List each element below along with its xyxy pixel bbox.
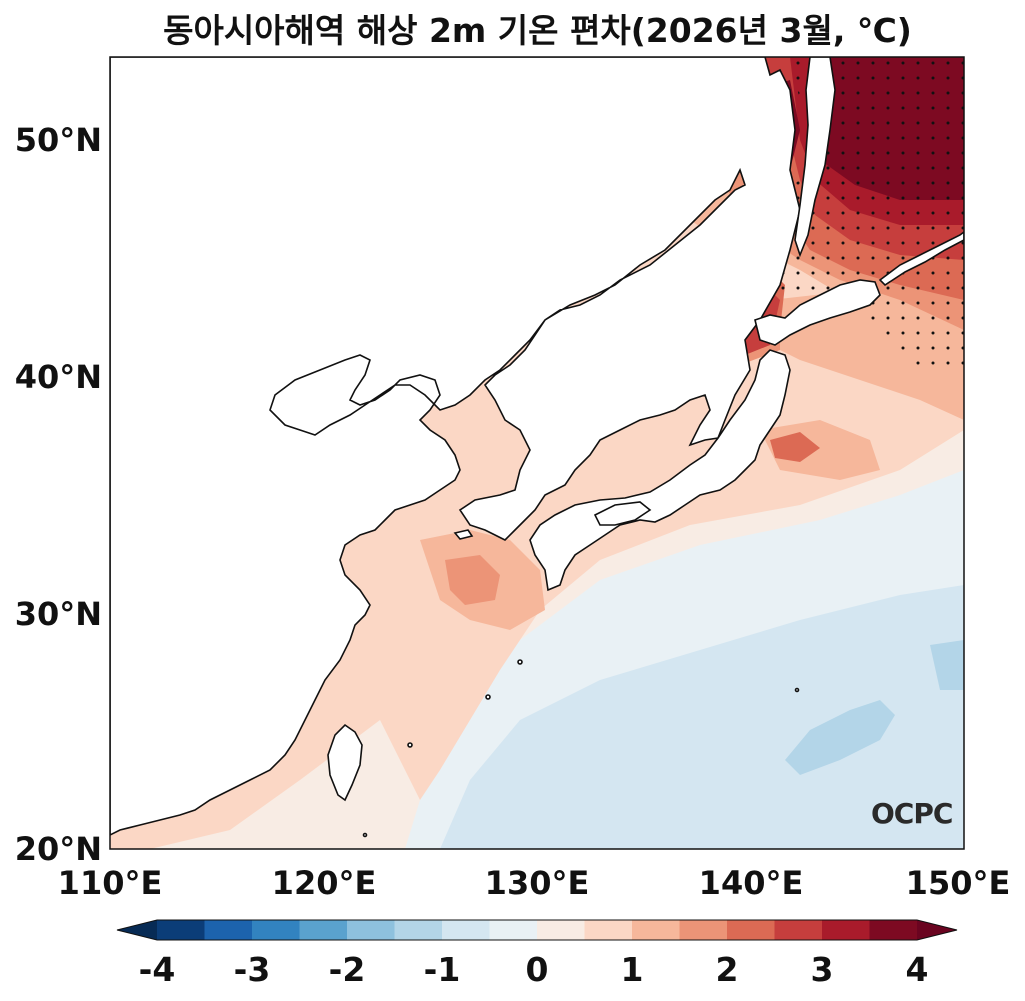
colorbar-segment xyxy=(299,920,348,940)
colorbar-segment xyxy=(869,920,918,940)
colorbar-segment xyxy=(632,920,680,940)
taiwan xyxy=(327,723,363,802)
colorbar-segment xyxy=(774,920,823,940)
colorbar-tick-label: -2 xyxy=(328,950,366,989)
lon-tick-130e: 130°E xyxy=(484,864,590,902)
ocpc-logo: OCPC xyxy=(871,797,953,830)
colorbar-segment xyxy=(442,920,490,940)
lat-tick-40n: 40°N xyxy=(14,358,102,396)
lat-tick-30n: 30°N xyxy=(14,595,102,633)
colorbar-segment xyxy=(584,920,633,940)
lat-tick-50n: 50°N xyxy=(14,121,102,159)
hokkaido xyxy=(754,279,881,346)
lat-tick-20n: 20°N xyxy=(14,830,102,868)
colorbar-tick-label: -4 xyxy=(138,950,176,989)
colorbar-tick-label: 2 xyxy=(715,950,739,989)
japan-shikoku xyxy=(593,501,652,526)
colorbar-tick-label: 4 xyxy=(905,950,929,989)
colorbar-tick-label: 3 xyxy=(810,950,834,989)
anomaly-band-neg-05-0 xyxy=(440,585,964,849)
japan-main xyxy=(529,349,791,592)
colorbar-segment xyxy=(347,920,395,940)
colorbar-outline xyxy=(116,919,958,941)
colorbar-tick-label: -1 xyxy=(423,950,461,989)
lon-tick-110e: 110°E xyxy=(57,864,163,902)
jeju xyxy=(453,529,474,540)
colorbar-segment xyxy=(394,920,443,940)
land xyxy=(110,57,964,838)
anomaly-band-2-25-b xyxy=(770,432,820,462)
mainland-asia xyxy=(110,57,801,836)
islet xyxy=(362,832,368,838)
colorbar-segment xyxy=(252,920,300,940)
colorbar-under-arrow xyxy=(117,920,157,940)
colorbar-over-arrow xyxy=(917,920,957,940)
colorbar xyxy=(116,919,958,941)
lon-tick-120e: 120°E xyxy=(271,864,377,902)
colorbar-segment xyxy=(727,920,775,940)
colorbar-tick-label: 0 xyxy=(525,950,549,989)
islet xyxy=(794,687,800,693)
colorbar-segment xyxy=(822,920,870,940)
colorbar-segment xyxy=(489,920,538,940)
map-title: 동아시아해역 해상 2m 기온 편차(2026년 3월, ℃) xyxy=(163,11,912,50)
colorbar-tick-label: 1 xyxy=(620,950,644,989)
islet xyxy=(407,742,413,748)
islet xyxy=(485,694,491,700)
anomaly-band-neg-1-05-b xyxy=(930,640,964,690)
islet xyxy=(517,659,523,665)
lon-tick-150e: 150°E xyxy=(905,864,1011,902)
plot-frame xyxy=(109,56,965,850)
colorbar-tick-label: -3 xyxy=(233,950,271,989)
colorbar-segment xyxy=(679,920,728,940)
sakhalin xyxy=(794,57,836,258)
kurils xyxy=(878,231,964,287)
anomaly-band-neg-1-05 xyxy=(785,700,895,775)
colorbar-segment xyxy=(157,920,205,940)
colorbar-segment xyxy=(537,920,585,940)
lon-tick-140e: 140°E xyxy=(698,864,804,902)
colorbar-segment xyxy=(204,920,253,940)
anomaly-band-15-2 xyxy=(445,555,500,605)
